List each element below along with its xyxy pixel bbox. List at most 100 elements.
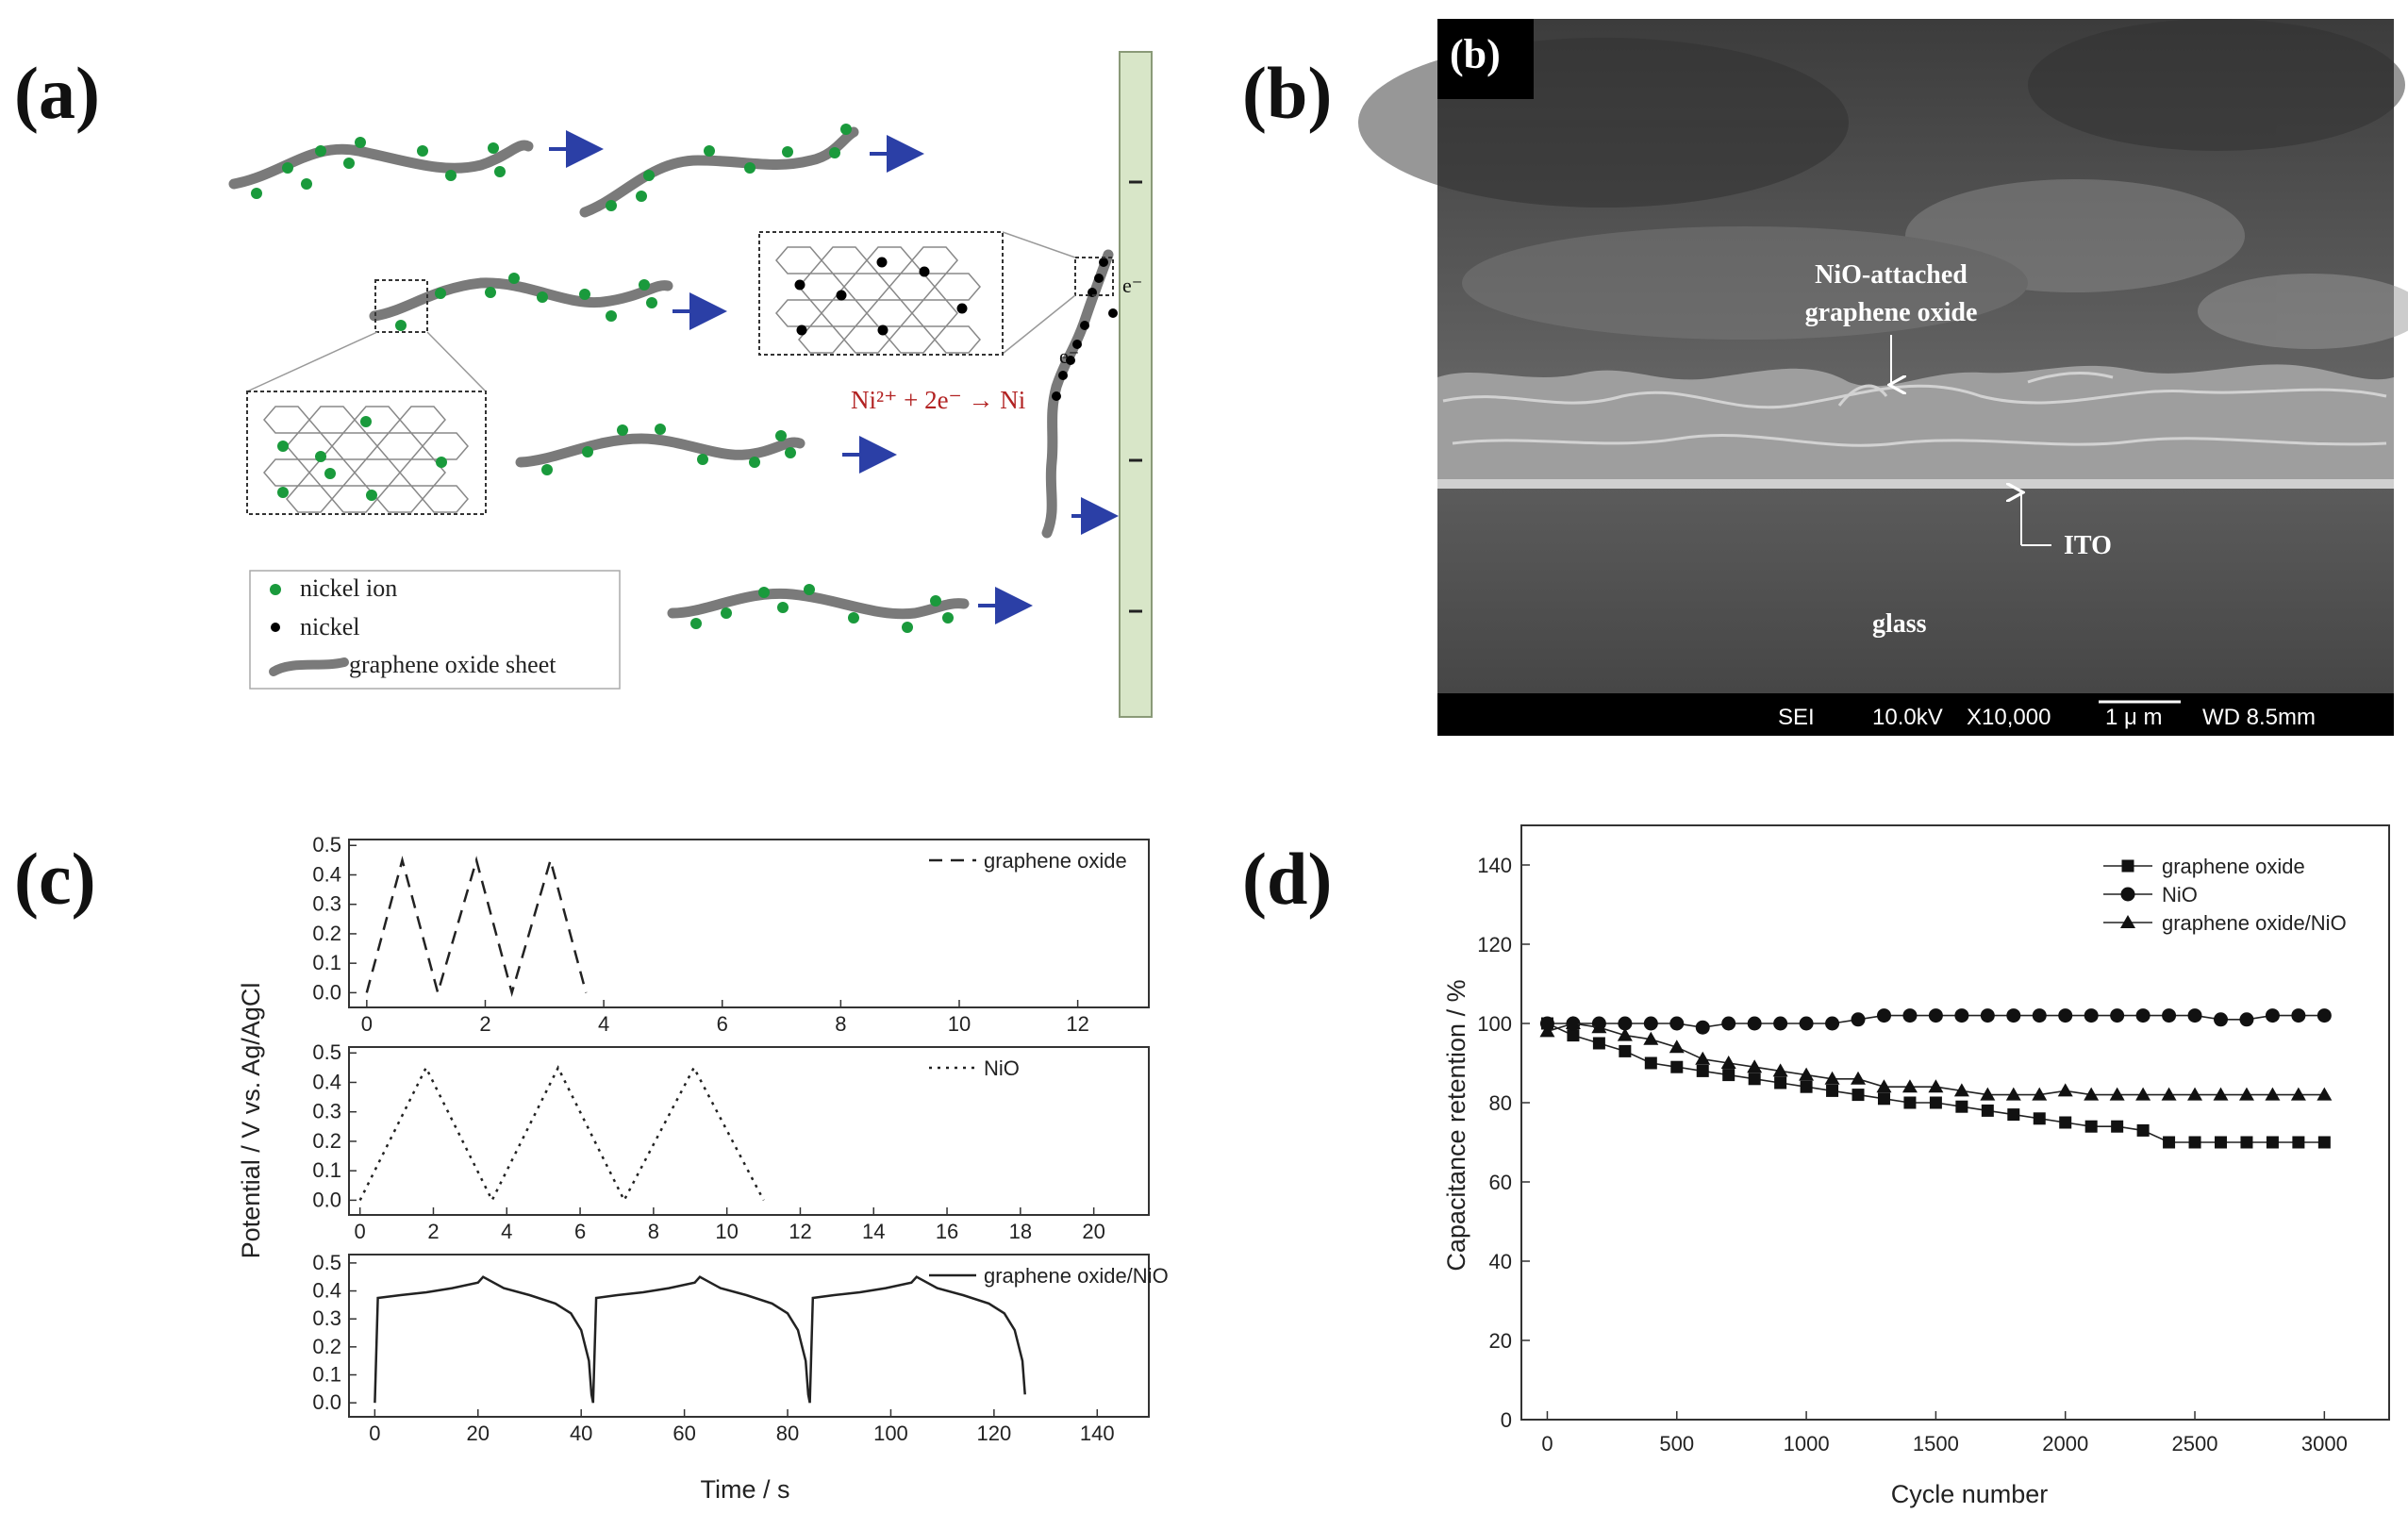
data-point — [1618, 1016, 1633, 1031]
x-tick-label: 0 — [361, 1012, 373, 1036]
series-line-2 — [374, 1275, 1026, 1404]
data-point — [2213, 1087, 2229, 1101]
data-point — [2240, 1136, 2253, 1149]
data-point — [2084, 1008, 2099, 1023]
data-point — [1669, 1016, 1685, 1031]
x-tick-label: 10 — [715, 1220, 738, 1243]
x-tick-label: 20 — [467, 1422, 490, 1445]
data-point — [2292, 1136, 2305, 1149]
sem-scale-label: 1 μ m — [2105, 705, 2163, 730]
x-tick-label: 140 — [1080, 1422, 1115, 1445]
x-tick-label: 6 — [574, 1220, 586, 1243]
data-point — [1644, 1056, 1657, 1070]
data-point — [2136, 1123, 2150, 1137]
ito-layer — [1437, 479, 2394, 489]
data-point — [1774, 1076, 1787, 1089]
hex-inset-nickel — [758, 231, 1004, 356]
data-point — [1772, 1063, 1788, 1077]
sem-mode: SEI — [1778, 705, 1815, 730]
y-tick-label: 140 — [1477, 854, 1512, 877]
data-point — [2265, 1008, 2280, 1023]
legend-graphene-oxide-sheet: graphene oxide sheet — [349, 651, 556, 678]
legend-label-0: graphene oxide — [984, 849, 1127, 873]
capacitance-retention-chart: Capacitance retention / % Cycle number 0… — [1442, 824, 2390, 1508]
y-tick-label: 0.0 — [312, 980, 341, 1004]
x-tick-label: 0 — [1541, 1432, 1553, 1455]
data-point — [1695, 1020, 1710, 1035]
y-tick-label: 0.3 — [312, 1306, 341, 1330]
data-point — [1954, 1008, 1969, 1023]
plot-frame — [1520, 824, 2390, 1421]
data-point — [1748, 1073, 1761, 1086]
flow-arrows — [549, 130, 1119, 624]
data-point — [2032, 1008, 2047, 1023]
data-point — [1591, 1020, 1607, 1034]
legend-nickel-ion: nickel ion — [300, 574, 397, 602]
series-line-0 — [365, 856, 588, 998]
data-point — [2213, 1012, 2228, 1027]
series-1: NiO — [1539, 883, 2332, 1035]
subplot-frame — [348, 1254, 1150, 1418]
data-point — [1851, 1012, 1866, 1027]
electron-label-top: e⁻ — [1122, 274, 1142, 297]
legend-label-1: NiO — [2162, 883, 2198, 906]
y-tick-label: 120 — [1477, 933, 1512, 956]
x-tick-label: 0 — [369, 1422, 380, 1445]
data-point — [2005, 1087, 2021, 1101]
data-point — [1980, 1008, 1995, 1023]
panel-label-c: (c) — [14, 838, 96, 920]
data-point — [1695, 1051, 1711, 1065]
y-tick-label: 0.1 — [312, 1363, 341, 1387]
x-tick-label: 4 — [598, 1012, 609, 1036]
data-point — [2317, 1136, 2331, 1149]
x-tick-label: 0 — [355, 1220, 366, 1243]
nickel-dots — [1052, 258, 1118, 401]
graphene-sheets — [228, 126, 1114, 620]
data-point — [2111, 1120, 2124, 1133]
glass-label: glass — [1872, 609, 1927, 639]
x-tick-label: 60 — [673, 1422, 695, 1445]
data-point — [2187, 1008, 2202, 1023]
data-point — [2006, 1008, 2021, 1023]
legend-label-2: graphene oxide/NiO — [2162, 911, 2347, 935]
data-point — [2032, 1087, 2048, 1101]
legend-nickel: nickel — [300, 613, 360, 640]
y-tick-label: 0.4 — [312, 862, 341, 886]
film-layer — [1437, 364, 2394, 486]
data-point — [1747, 1016, 1762, 1031]
data-point — [1901, 1079, 1918, 1093]
legend-label-1: NiO — [984, 1056, 1020, 1080]
data-point — [1928, 1008, 1943, 1023]
x-tick-label: 1500 — [1913, 1432, 1959, 1455]
x-tick-label: 12 — [789, 1220, 811, 1243]
electrode-bar — [1119, 51, 1153, 718]
data-point — [1799, 1067, 1815, 1081]
y-tick-label: 0.2 — [312, 1129, 341, 1153]
x-tick-label: 1000 — [1784, 1432, 1830, 1455]
data-point — [1539, 1023, 1555, 1038]
x-tick-label: 20 — [1082, 1220, 1104, 1243]
data-point — [1981, 1104, 1994, 1117]
y-tick-label: 0.1 — [312, 1158, 341, 1182]
x-tick-label: 80 — [776, 1422, 799, 1445]
data-point — [2239, 1012, 2254, 1027]
nickel-ion-dots — [251, 124, 954, 633]
data-point — [2007, 1108, 2020, 1122]
x-tick-label: 3000 — [2301, 1432, 2348, 1455]
data-point — [1851, 1071, 1867, 1085]
series-line-1 — [358, 1065, 765, 1204]
y-tick-label: 0.4 — [312, 1279, 341, 1303]
chart-d-ylabel: Capacitance retention / % — [1442, 979, 1470, 1271]
data-point — [1747, 1059, 1763, 1073]
legend-marker-1 — [2120, 887, 2135, 902]
panel-label-b: (b) — [1242, 52, 1332, 134]
data-point — [2188, 1136, 2201, 1149]
y-tick-label: 80 — [1489, 1091, 1512, 1115]
data-point — [1929, 1096, 1942, 1109]
data-point — [1799, 1016, 1814, 1031]
y-tick-label: 20 — [1489, 1329, 1512, 1353]
legend-label-0: graphene oxide — [2162, 855, 2305, 878]
sem-footer — [1437, 693, 2394, 736]
legend-marker-0 — [2121, 859, 2134, 873]
data-point — [1825, 1016, 1840, 1031]
